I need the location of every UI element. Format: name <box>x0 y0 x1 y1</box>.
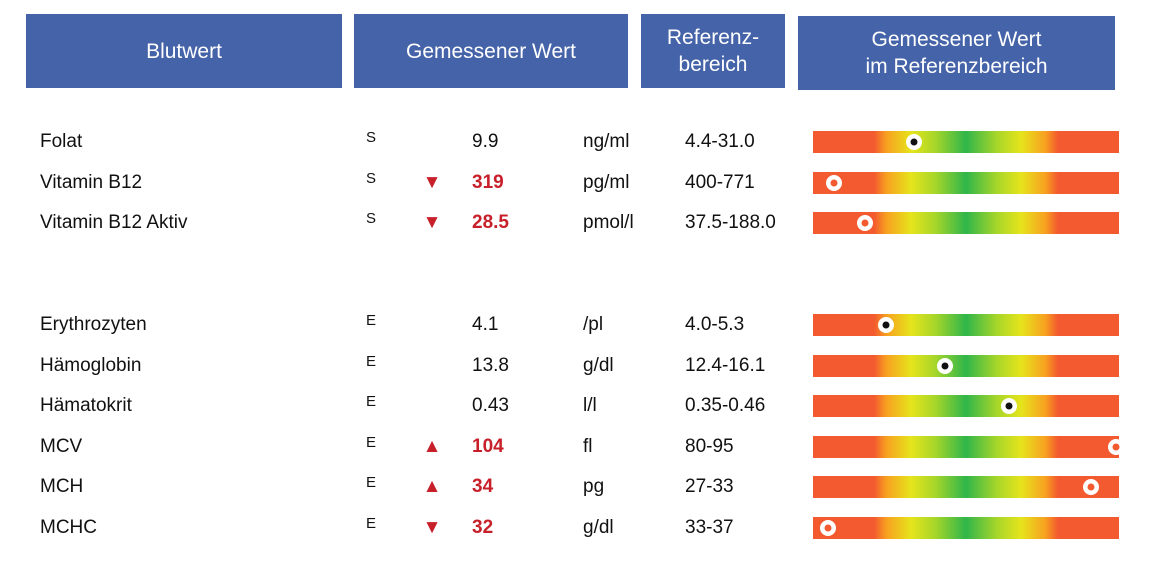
unit: pmol/l <box>583 212 634 233</box>
low-flag-icon: ▼ <box>422 516 442 538</box>
sample-material: E <box>366 352 377 370</box>
value-marker-icon <box>936 357 953 374</box>
sample-material: E <box>366 312 377 329</box>
reference-bar <box>813 131 1119 153</box>
measured-value: 34 <box>472 476 494 497</box>
measured-value: 104 <box>472 435 504 457</box>
sample-material: E <box>366 474 377 491</box>
table-row: Erythrozyten E 4.1/pl 4.0-5.3 <box>0 310 1152 340</box>
reference-range: 4.0-5.3 <box>685 314 745 335</box>
sample-material: E <box>366 393 377 410</box>
reference-range: 4.4-31.0 <box>685 131 755 152</box>
measured-value: 9.9 <box>472 131 499 152</box>
unit: l/l <box>583 395 597 416</box>
unit: pg <box>583 476 605 497</box>
high-flag-icon: ▲ <box>422 435 442 457</box>
analyte-name: Vitamin B12 <box>40 171 143 193</box>
reference-range: 27-33 <box>685 476 734 497</box>
sample-material: S <box>366 210 377 227</box>
sample-material: S <box>366 169 377 187</box>
reference-bar <box>813 395 1119 417</box>
analyte-name: Vitamin B12 Aktiv <box>40 212 188 233</box>
flag-icon <box>421 351 443 381</box>
value-marker-icon <box>826 174 843 191</box>
reference-range: 33-37 <box>685 516 734 538</box>
low-flag-icon: ▼ <box>422 212 442 233</box>
measured-value: 32 <box>472 516 494 538</box>
measured-value: 4.1 <box>472 314 499 335</box>
measured-value: 13.8 <box>472 354 509 376</box>
header-gemessener-wert: Gemessener Wert <box>354 14 628 88</box>
reference-range: 0.35-0.46 <box>685 395 766 416</box>
low-flag-icon: ▼ <box>422 171 442 193</box>
table-row: Hämoglobin E 13.8 g/dl 12.4-16.1 <box>0 351 1152 381</box>
flag-icon <box>421 391 443 421</box>
analyte-name: Hämoglobin <box>40 354 142 376</box>
sample-material: S <box>366 129 377 146</box>
unit: /pl <box>583 314 604 335</box>
value-marker-icon <box>1083 479 1100 495</box>
header-referenz-line1: Referenz- <box>666 26 760 49</box>
table-row: Hämatokrit E 0.43 l/l 0.35-0.46 <box>0 391 1152 421</box>
table-row: MCHC E ▼ 32 g/dl 33-37 <box>0 513 1152 543</box>
value-marker-icon <box>820 519 837 536</box>
header-referenzbereich: Referenz- bereich <box>641 14 785 88</box>
unit: fl <box>583 435 593 457</box>
header-gemessener-wert-label: Gemessener Wert <box>406 39 576 63</box>
analyte-name: Folat <box>40 131 83 152</box>
unit: ng/ml <box>583 131 630 152</box>
analyte-name: Erythrozyten <box>40 314 147 335</box>
analyte-name: MCHC <box>40 516 97 538</box>
value-marker-icon <box>905 134 922 150</box>
measured-value: 0.43 <box>472 395 509 416</box>
reference-range: 80-95 <box>685 435 734 457</box>
header-blutwert: Blutwert <box>26 14 342 88</box>
flag-icon <box>421 127 443 157</box>
value-marker-icon <box>857 215 874 231</box>
reference-bar <box>813 435 1124 458</box>
table-row: Vitamin B12 S ▼ 319 pg/ml 400-771 <box>0 168 1152 198</box>
flag-icon <box>421 310 443 340</box>
reference-bar <box>813 314 1119 336</box>
unit: pg/ml <box>583 171 630 193</box>
sample-material: E <box>366 433 377 451</box>
reference-range: 12.4-16.1 <box>685 354 766 376</box>
reference-bar <box>813 354 1119 377</box>
value-marker-icon <box>878 317 895 333</box>
table-row: Vitamin B12 Aktiv S ▼ 28.5 pmol/l 37.5-188.0 <box>0 208 1152 238</box>
header-blutwert-label: Blutwert <box>146 39 222 63</box>
reference-range: 400-771 <box>685 171 755 193</box>
unit: g/dl <box>583 516 614 538</box>
header-bar-line1: Gemessener Wert <box>871 28 1042 51</box>
measured-value: 319 <box>472 171 504 193</box>
table-row: MCV E ▲ 104 fl 80-95 <box>0 432 1152 462</box>
header-wert-im-referenzbereich: Gemessener Wert im Referenzbereich <box>798 16 1115 90</box>
table-row: Folat S 9.9 ng/ml 4.4-31.0 <box>0 127 1152 157</box>
analyte-name: MCV <box>40 435 83 457</box>
analyte-name: MCH <box>40 476 84 497</box>
reference-bar <box>813 516 1119 539</box>
header-referenz-line2: bereich <box>678 53 748 76</box>
unit: g/dl <box>583 354 614 376</box>
table-row: MCH E ▲ 34 pg 27-33 <box>0 472 1152 502</box>
sample-material: E <box>366 514 377 532</box>
reference-range: 37.5-188.0 <box>685 212 776 233</box>
header-bar-line2: im Referenzbereich <box>865 55 1048 78</box>
measured-value: 28.5 <box>472 212 509 233</box>
reference-bar <box>813 212 1119 234</box>
high-flag-icon: ▲ <box>422 476 442 497</box>
reference-bar <box>813 476 1119 498</box>
analyte-name: Hämatokrit <box>40 395 132 416</box>
value-marker-icon <box>1000 398 1017 414</box>
value-marker-icon <box>1107 438 1124 455</box>
reference-bar <box>813 171 1119 194</box>
